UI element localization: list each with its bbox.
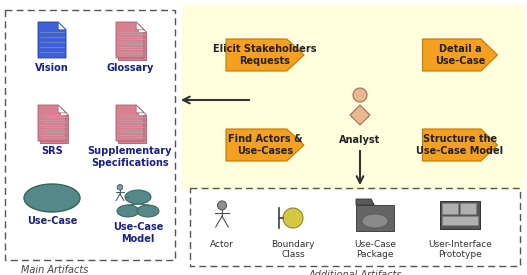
Ellipse shape [362,214,388,228]
Polygon shape [356,199,374,205]
Bar [442,203,458,214]
Polygon shape [226,129,304,161]
Polygon shape [423,129,497,161]
Text: Supplementary
Specifications: Supplementary Specifications [88,146,172,167]
Polygon shape [136,105,144,113]
Bar [440,201,480,229]
Text: Structure the
Use-Case Model: Structure the Use-Case Model [416,134,504,156]
Ellipse shape [117,185,123,190]
Ellipse shape [125,190,151,204]
Ellipse shape [353,88,367,102]
Polygon shape [61,108,69,115]
Text: Actor: Actor [210,240,234,249]
Text: SRS: SRS [41,146,63,156]
Polygon shape [38,105,66,141]
Bar [442,216,478,225]
Polygon shape [116,105,144,141]
Polygon shape [38,22,66,58]
Text: Glossary: Glossary [106,63,154,73]
Polygon shape [139,24,147,32]
Text: Main Artifacts: Main Artifacts [21,265,89,275]
Text: User-Interface
Prototype: User-Interface Prototype [428,240,492,259]
Ellipse shape [117,205,139,217]
Polygon shape [116,22,144,58]
Ellipse shape [218,201,227,210]
Text: Use-Case: Use-Case [27,216,77,226]
Polygon shape [350,105,370,125]
Bar [5,10,175,260]
Polygon shape [119,24,147,60]
Text: Vision: Vision [35,63,69,73]
Text: Use-Case
Model: Use-Case Model [113,222,163,244]
Ellipse shape [137,205,159,217]
Polygon shape [58,105,66,113]
Ellipse shape [24,184,80,212]
Ellipse shape [283,208,303,228]
Text: Detail a
Use-Case: Detail a Use-Case [435,44,485,66]
Polygon shape [136,22,144,30]
Polygon shape [41,108,69,144]
Text: Elicit Stakeholders
Requests: Elicit Stakeholders Requests [213,44,317,66]
Text: Boundary
Class: Boundary Class [271,240,315,259]
Polygon shape [226,39,304,71]
Polygon shape [139,108,147,115]
Polygon shape [58,22,66,30]
Polygon shape [423,39,497,71]
Text: Use-Case
Package: Use-Case Package [354,240,396,259]
Text: Analyst: Analyst [339,135,380,145]
Text: Additional Artifacts: Additional Artifacts [308,270,402,275]
Polygon shape [119,108,147,144]
Text: Find Actors &
Use-Cases: Find Actors & Use-Cases [228,134,302,156]
Bar [2,5,180,265]
Bar [356,205,394,231]
Bar [190,188,520,266]
Bar [460,203,476,214]
Bar [182,5,525,190]
